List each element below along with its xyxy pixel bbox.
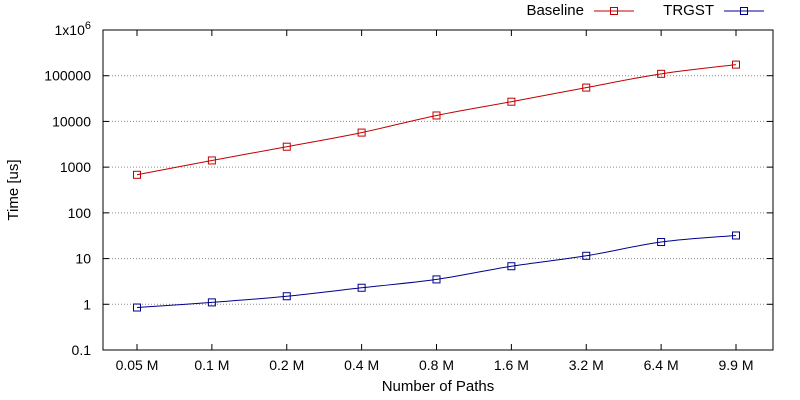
- x-tick-label: 0.1 M: [194, 357, 229, 373]
- y-axis-label: Time [us]: [5, 159, 22, 220]
- data-point-marker: [282, 142, 291, 151]
- legend-marker: [610, 7, 618, 15]
- data-point-marker: [432, 111, 441, 120]
- legend-label: TRGST: [663, 2, 714, 19]
- legend-item-baseline: Baseline: [526, 2, 634, 19]
- data-point-marker: [657, 69, 666, 78]
- legend-label: Baseline: [526, 2, 584, 19]
- data-point-marker: [357, 283, 366, 292]
- x-tick-label: 0.2 M: [269, 357, 304, 373]
- x-tick-label: 0.8 M: [419, 357, 454, 373]
- x-tick-label: 3.2 M: [569, 357, 604, 373]
- plot-frame: [102, 29, 774, 351]
- legend-marker: [740, 7, 748, 15]
- y-tick-label: 10000: [52, 113, 91, 129]
- data-point-marker: [133, 303, 141, 312]
- y-tick-label: 0.1: [72, 342, 92, 358]
- data-point-marker: [732, 60, 740, 69]
- x-tick-label: 0.05 M: [116, 357, 159, 373]
- y-tick-label: 100000: [44, 68, 91, 84]
- data-point-marker: [432, 275, 441, 284]
- data-point-marker: [133, 170, 141, 179]
- data-point-marker: [507, 262, 516, 271]
- data-point-marker: [732, 231, 740, 240]
- y-tick-label: 100: [68, 205, 92, 221]
- x-tick-label: 6.4 M: [644, 357, 679, 373]
- data-point-marker: [582, 251, 591, 260]
- data-point-marker: [282, 292, 291, 301]
- x-tick-label: 9.9 M: [718, 357, 753, 373]
- data-point-marker: [207, 298, 216, 307]
- data-point-marker: [657, 238, 666, 247]
- y-tick-label: 1000: [60, 159, 91, 175]
- series-baseline: [133, 60, 740, 179]
- series-line: [136, 234, 737, 309]
- x-tick-labels: 0.05 M 0.1 M 0.2 M 0.4 M 0.8 M 1.6 M 3.2 M 6.4 …: [116, 357, 754, 373]
- axis-ticks: [103, 29, 773, 351]
- grid-lines: [103, 75, 773, 305]
- data-point-marker: [207, 156, 216, 165]
- y-tick-labels: 1x106 100000 10000 1000 100 10 1 0.1: [44, 20, 91, 358]
- x-tick-label: 0.4 M: [344, 357, 379, 373]
- series-line: [136, 64, 737, 176]
- x-axis-label: Number of Paths: [382, 378, 495, 395]
- legend: Baseline TRGST: [526, 2, 764, 19]
- series-trgst: [133, 231, 740, 312]
- y-tick-exponent: 6: [85, 20, 91, 32]
- y-tick-label: 10: [75, 251, 91, 267]
- y-tick-label: 1: [83, 296, 91, 312]
- y-tick-label: 1x106: [55, 20, 91, 38]
- data-point-marker: [507, 97, 516, 106]
- x-tick-label: 1.6 M: [494, 357, 529, 373]
- legend-item-trgst: TRGST: [663, 2, 764, 19]
- data-point-marker: [582, 83, 591, 92]
- data-point-marker: [357, 128, 366, 137]
- series-layer: [133, 60, 740, 312]
